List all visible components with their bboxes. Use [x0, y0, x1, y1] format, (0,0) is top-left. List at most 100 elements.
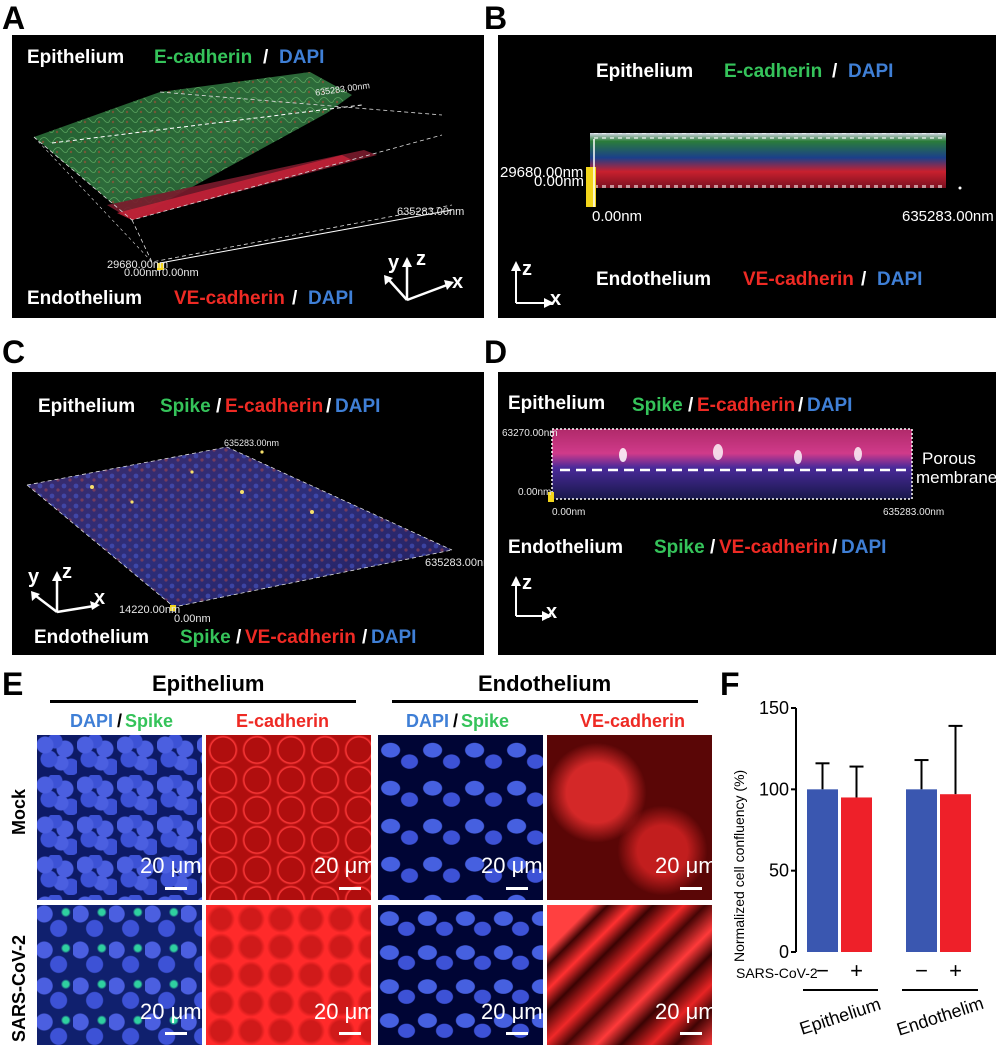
panel-d-bottom-marker-2: VE-cadherin: [719, 537, 830, 558]
panel-a-top-marker-2: DAPI: [279, 47, 325, 68]
panel-f-letter: F: [720, 666, 740, 702]
chart-bar: [940, 794, 971, 952]
chart-row-label: SARS-CoV-2: [736, 965, 818, 981]
panel-a-axis-x-letter: x: [452, 271, 464, 293]
panel-f-chart: Normalized cell confluency (%) 0 50 100 150…: [731, 698, 986, 1040]
panel-b-top-epithelium: Epithelium: [596, 61, 694, 82]
panel-a-3d-render: [33, 72, 454, 302]
panel-b-cross-section: [511, 133, 962, 308]
panel-d-top-sep-1: /: [688, 395, 694, 416]
panel-a-axis-x-value: 635283.00nm: [397, 206, 465, 218]
chart-treatment-label: +: [949, 958, 962, 983]
panel-c-axis-y-letter: y: [28, 566, 40, 588]
panel-e-scalebar-4: 20 μm: [655, 853, 712, 878]
panel-e-col1-spike: Spike: [125, 711, 174, 731]
chart-ylabel: Normalized cell confluency (%): [731, 770, 747, 962]
chart-bar: [841, 797, 872, 952]
panel-c-bottom-marker-3: DAPI: [371, 627, 417, 648]
panel-e-letter: E: [2, 666, 24, 702]
panel-b-bottom-marker-2: DAPI: [877, 269, 923, 290]
chart-treatment-label: +: [850, 958, 863, 983]
panel-e-scalebar-line-7: [506, 1032, 528, 1035]
panel-a-top-sep: /: [263, 47, 269, 68]
panel-e-tile-epi-sars-dapi: 20 μm: [37, 905, 202, 1045]
panel-c-top-sep-1: /: [216, 396, 222, 417]
panel-c-bottom-sep-1: /: [236, 627, 242, 648]
panel-d-top-epithelium: Epithelium: [508, 393, 606, 414]
panel-e-scalebar-3: 20 μm: [481, 853, 543, 878]
panel-e-scalebar-line-8: [680, 1032, 702, 1035]
panel-c-top-marker-3: DAPI: [335, 396, 381, 417]
panel-e-scalebar-line-6: [339, 1032, 361, 1035]
panel-a-top-epithelium: Epithelium: [27, 47, 125, 68]
panel-e-tile-endo-sars-dapi: 20 μm: [378, 905, 543, 1045]
panel-c-3d-render: [26, 446, 453, 614]
panel-a-top-marker-1: E-cadherin: [154, 47, 253, 68]
panel-e-scalebar-5: 20 μm: [140, 999, 202, 1024]
panel-e-tile-endo-mock-dapi: 20 μm: [378, 735, 543, 900]
panel-c-axis-z-value: 14220.00nm: [119, 604, 181, 616]
panel-e-scalebar-2: 20 μm: [314, 853, 371, 878]
chart-bar: [807, 789, 838, 952]
panel-e-tile-endo-mock-vecad: 20 μm: [547, 735, 712, 900]
panel-e-tile-epi-mock-ecad: 20 μm: [206, 735, 371, 900]
panel-c-axis-x-letter: x: [94, 587, 106, 609]
panel-e-group-epithelium: Epithelium: [152, 671, 265, 696]
chart-treatment-label: −: [915, 958, 928, 983]
panel-e-col1-sep: /: [117, 711, 123, 731]
panel-a-bottom-sep: /: [292, 288, 298, 309]
panel-e-row-mock: Mock: [9, 788, 29, 835]
panel-b-axis-z-top: 29680.00nm: [500, 164, 584, 181]
panel-a-axis-z-letter: z: [416, 248, 426, 270]
panel-e-scalebar-line-4: [680, 887, 702, 890]
panel-d-axis-x-zero: 0.00nm: [552, 507, 586, 518]
panel-d-top-sep-2: /: [798, 395, 804, 416]
chart-group-label: Epithelium: [797, 994, 883, 1039]
panel-d-cross-section: [511, 428, 913, 621]
chart-y-tick-label: 100: [759, 779, 789, 799]
panel-c-bottom-sep-2: /: [362, 627, 368, 648]
panel-c-top-marker-1: Spike: [160, 396, 211, 417]
panel-a-axis-z-value: 29680.00nm: [107, 259, 169, 271]
panel-d-axis-x-value: 635283.00nm: [883, 507, 945, 518]
panel-e-col4-vecadherin: VE-cadherin: [580, 711, 686, 731]
panel-e-tile-epi-mock-dapi: 20 μm: [37, 735, 202, 900]
panel-b-top-marker-2: DAPI: [848, 61, 894, 82]
panel-a-image: Epithelium E-cadherin / DAPI Endothelium…: [12, 35, 484, 318]
panel-d-bottom-sep-1: /: [710, 537, 716, 558]
panel-a-axis-zero-b: 0.00nm: [162, 267, 199, 279]
panel-d-bottom-marker-1: Spike: [654, 537, 705, 558]
panel-b-axis-x-zero: 0.00nm: [592, 208, 643, 225]
panel-d-membrane-label-2: membrane: [916, 468, 996, 487]
panel-e-scalebar-8: 20 μm: [655, 999, 712, 1024]
panel-a-bottom-marker-1: VE-cadherin: [174, 288, 285, 309]
panel-e-scalebar-line-1: [165, 887, 187, 890]
chart-group-label: Endothelim: [894, 993, 986, 1040]
panel-c-axis-top-value: 635283.00nm: [224, 438, 280, 448]
panel-c-image: Epithelium Spike / E-cadherin / DAPI End…: [12, 372, 484, 655]
panel-d-axis-x-letter: x: [546, 601, 558, 623]
panel-d-axis-z-top: 63270.00nm: [502, 428, 558, 439]
panel-a-axis-y-letter: y: [388, 252, 400, 274]
panel-e-scalebar-line-2: [339, 887, 361, 890]
panel-e-col3-dapi: DAPI: [406, 711, 450, 731]
panel-e-tile-endo-sars-vecad: 20 μm: [547, 905, 712, 1045]
panel-c-axis-x-value: 635283.00nm: [425, 557, 484, 569]
panel-b-bottom-endothelium: Endothelium: [596, 269, 712, 290]
panel-a-axis-zero-a: 0.00nm: [124, 267, 161, 279]
panel-b-bottom-sep: /: [861, 269, 867, 290]
chart-y-tick-label: 150: [759, 698, 789, 718]
panel-a-bottom-endothelium: Endothelium: [27, 288, 143, 309]
panel-c-bottom-endothelium: Endothelium: [34, 627, 150, 648]
panel-e-scalebar-6: 20 μm: [314, 999, 371, 1024]
panel-d-top-marker-1: Spike: [632, 395, 683, 416]
panel-e-row-sars: SARS-CoV-2: [9, 934, 29, 1042]
panel-b-letter: B: [484, 0, 508, 36]
panel-c-top-marker-2: E-cadherin: [225, 396, 324, 417]
panel-e-scalebar-7: 20 μm: [481, 999, 543, 1024]
panel-d-membrane-label-1: Porous: [922, 449, 976, 468]
panel-b-axis-z-zero: 0.00nm: [534, 173, 585, 190]
panel-c-bottom-marker-1: Spike: [180, 627, 231, 648]
panel-b-bottom-marker-1: VE-cadherin: [743, 269, 854, 290]
panel-d-bottom-endothelium: Endothelium: [508, 537, 624, 558]
